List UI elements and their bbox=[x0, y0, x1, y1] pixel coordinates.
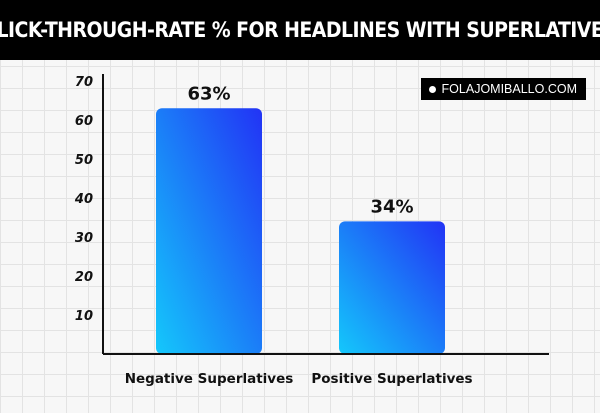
credit-badge: FOLAJOMIBALLO.COM bbox=[420, 78, 586, 100]
title-bar: CLICK-THROUGH-RATE % FOR HEADLINES WITH … bbox=[0, 0, 600, 60]
data-label: 63% bbox=[187, 83, 230, 104]
credit-text: FOLAJOMIBALLO.COM bbox=[441, 82, 577, 96]
bar bbox=[156, 108, 262, 354]
bars bbox=[156, 108, 445, 354]
category-label: Positive Superlatives bbox=[311, 371, 472, 387]
y-tick-label: 40 bbox=[74, 192, 93, 207]
y-tick-label: 60 bbox=[75, 114, 93, 129]
bar bbox=[339, 221, 445, 354]
x-axis-categories: Negative Superlatives Positive Superlativ… bbox=[125, 371, 473, 387]
y-tick-label: 70 bbox=[75, 75, 93, 90]
y-axis-ticks: 10 20 30 40 50 60 70 bbox=[74, 75, 93, 324]
category-label: Negative Superlatives bbox=[125, 371, 294, 387]
y-tick-label: 20 bbox=[75, 270, 93, 285]
data-label: 34% bbox=[370, 196, 413, 217]
bullet-icon bbox=[428, 85, 436, 93]
y-tick-label: 10 bbox=[75, 309, 93, 324]
y-tick-label: 50 bbox=[75, 153, 93, 168]
data-labels: 63% 34% bbox=[187, 83, 413, 217]
y-tick-label: 30 bbox=[75, 231, 93, 246]
chart-title: CLICK-THROUGH-RATE % FOR HEADLINES WITH … bbox=[0, 18, 600, 42]
